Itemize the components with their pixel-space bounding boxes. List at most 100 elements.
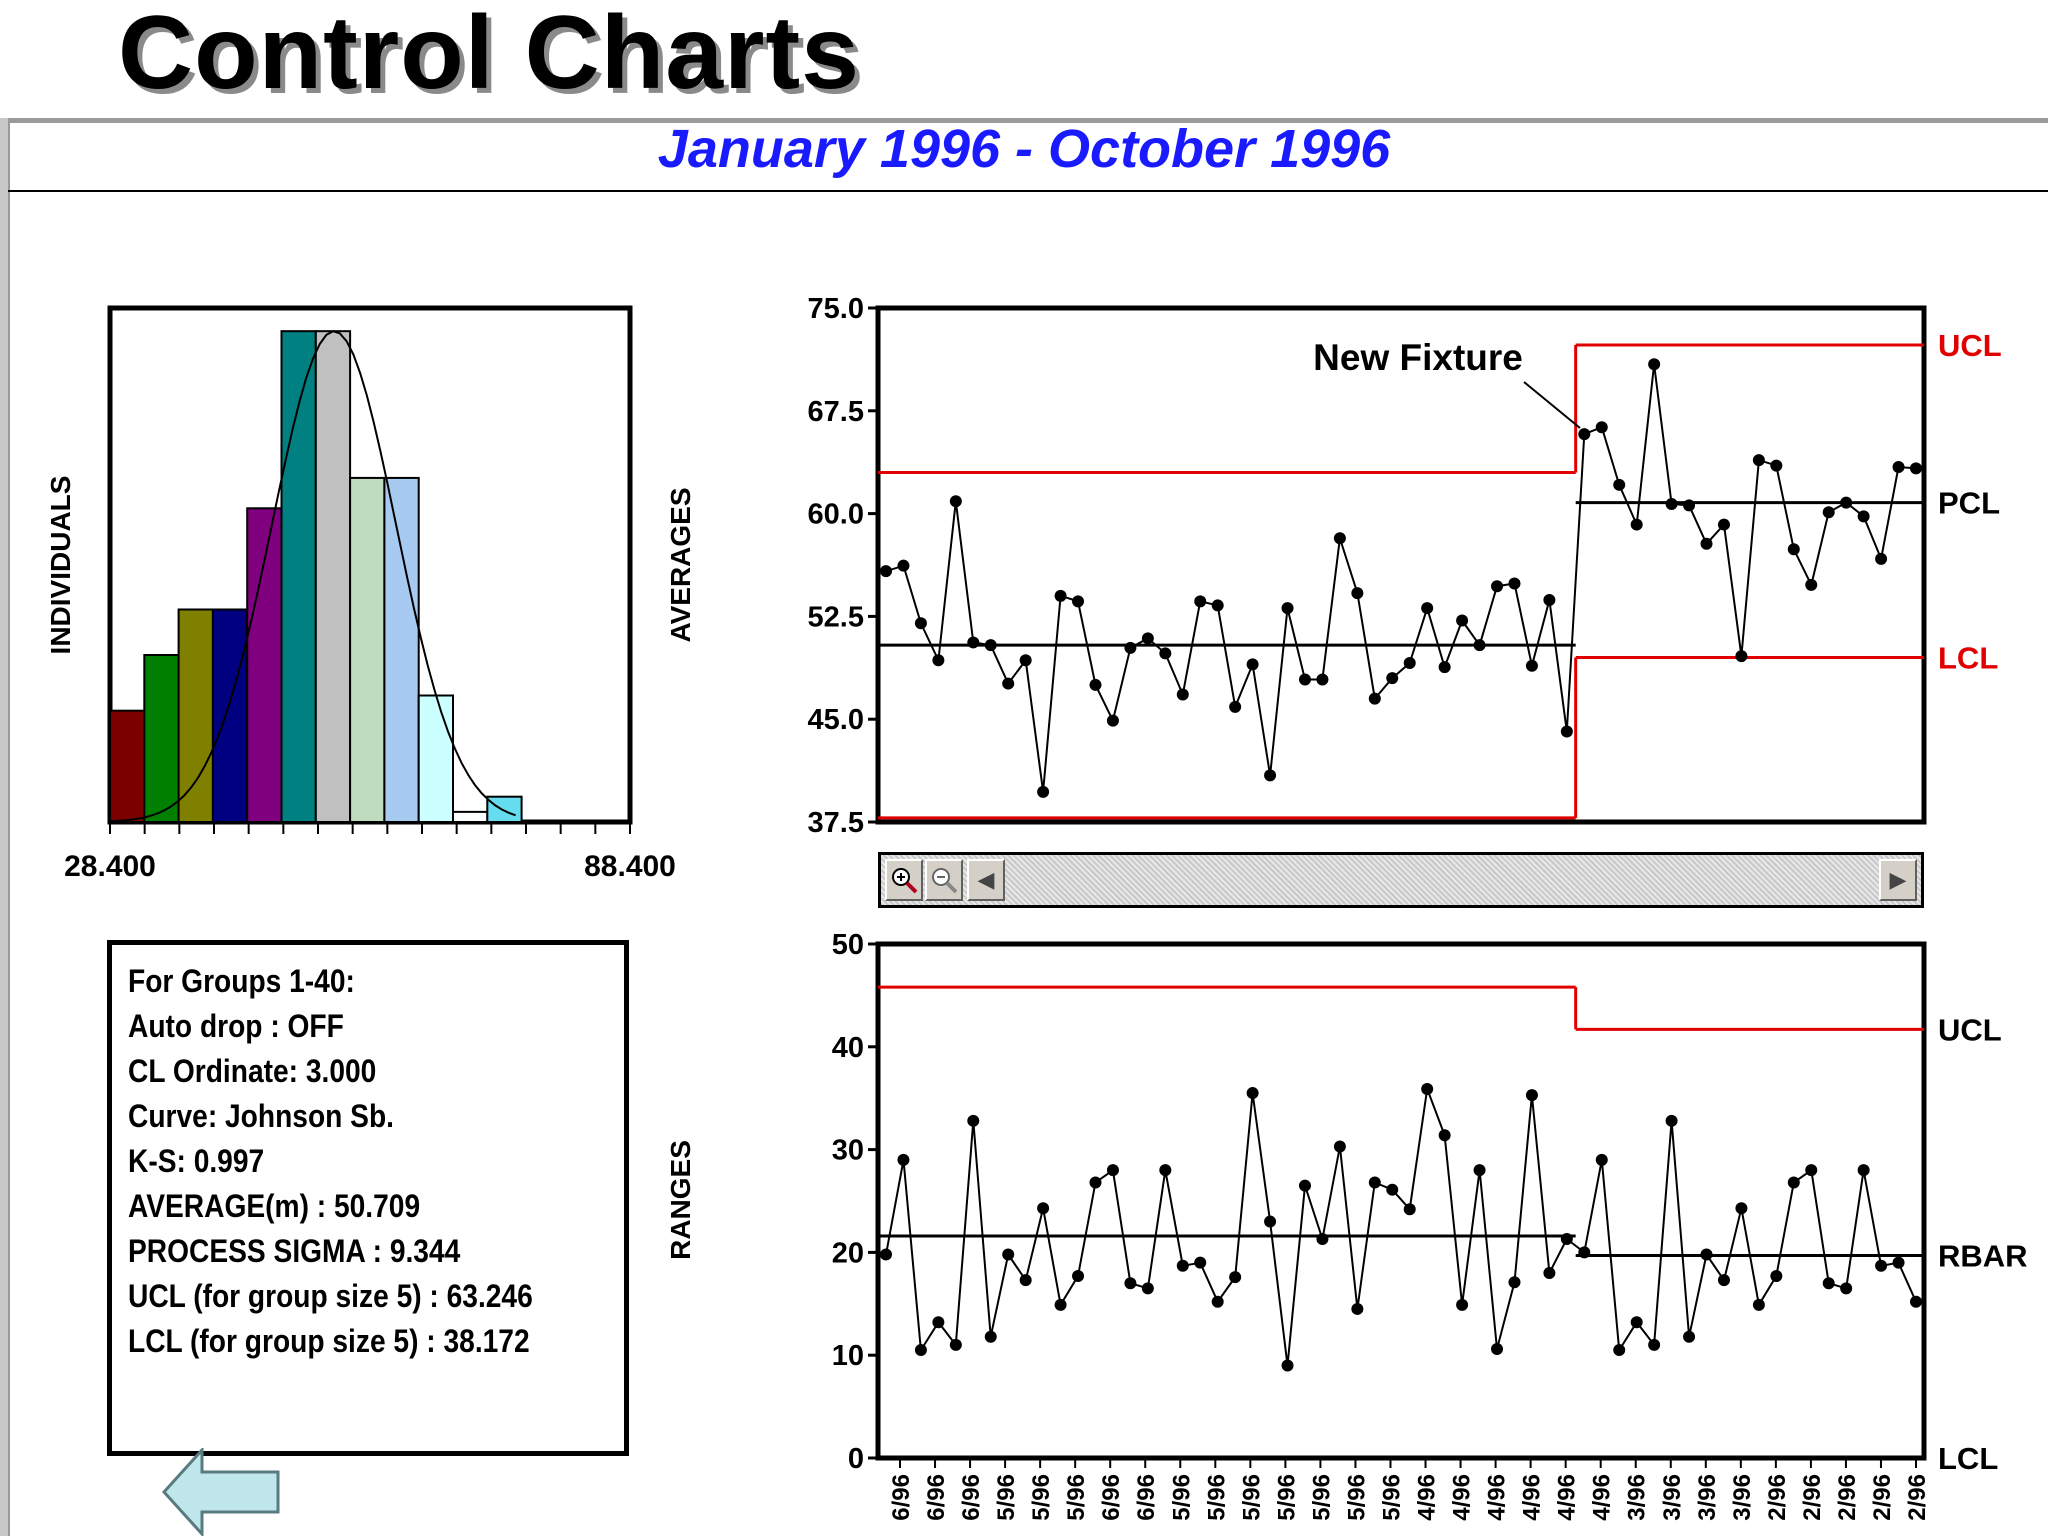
averages-data-point [1124, 641, 1137, 654]
ranges-data-point [1560, 1233, 1573, 1246]
ranges-x-tick-label: 3/96 [1729, 1474, 1756, 1521]
ranges-x-tick-label: 4/96 [1519, 1474, 1546, 1521]
averages-data-point [1630, 518, 1643, 531]
ranges-data-point [1578, 1246, 1591, 1259]
averages-y-tick-label: 37.5 [808, 807, 864, 839]
ranges-data-point [1386, 1183, 1399, 1196]
ranges-data-point [1368, 1176, 1381, 1189]
averages-data-point [1543, 593, 1556, 606]
histogram-bar [417, 694, 455, 823]
ranges-x-tick-label: 5/96 [993, 1474, 1020, 1521]
histogram-bar [486, 795, 523, 824]
ranges-data-point [967, 1114, 980, 1127]
averages-y-tick-label: 60.0 [808, 499, 864, 531]
averages-data-point [1211, 599, 1224, 612]
ranges-x-tick-label: 6/96 [1133, 1474, 1160, 1521]
histogram-bar [383, 476, 420, 823]
ranges-data-point [1543, 1266, 1556, 1279]
stats-line: Curve: Johnson Sb. [128, 1098, 394, 1134]
ranges-y-tick-label: 20 [832, 1237, 864, 1269]
ranges-data-point [984, 1330, 997, 1343]
averages-data-point [1508, 577, 1521, 590]
averages-data-point [967, 636, 980, 649]
ranges-data-point [1456, 1298, 1469, 1311]
averages-data-point [897, 559, 910, 572]
averages-data-point [1351, 587, 1364, 600]
ranges-data-point [1857, 1164, 1870, 1177]
ranges-x-tick-label: 6/96 [923, 1474, 950, 1521]
ranges-data-point [1089, 1176, 1102, 1189]
ranges-x-tick-label: 5/96 [1343, 1474, 1370, 1521]
left-border [0, 118, 10, 1536]
scroll-right-button[interactable]: ▶ [1879, 859, 1917, 901]
ranges-data-point [1194, 1256, 1207, 1269]
histogram-bar [280, 330, 317, 823]
averages-data-point [1665, 498, 1678, 511]
ranges-x-tick-label: 5/96 [1028, 1474, 1055, 1521]
ranges-data-point [1752, 1298, 1765, 1311]
averages-data-point [1700, 537, 1713, 550]
histogram-bar [211, 608, 249, 823]
averages-data-point [1176, 688, 1189, 701]
averages-data-point [1194, 595, 1207, 608]
ranges-data-point [1613, 1344, 1626, 1357]
ranges-x-tick-label: 4/96 [1414, 1474, 1441, 1521]
averages-data-point [1456, 614, 1469, 627]
averages-y-tick-label: 75.0 [808, 293, 864, 325]
ranges-data-point [1473, 1164, 1486, 1177]
averages-data-point [1141, 632, 1154, 645]
ranges-data-point [1630, 1316, 1643, 1329]
ranges-data-point [1822, 1277, 1835, 1290]
ranges-x-tick-label: 5/96 [1063, 1474, 1090, 1521]
histogram-bar [143, 654, 180, 824]
ranges-data-point [1910, 1295, 1922, 1308]
ranges-ucl-label: UCL [1938, 1012, 2002, 1047]
averages-data-point [1298, 673, 1311, 686]
ranges-data-point [1351, 1302, 1364, 1315]
ranges-data-point [1037, 1202, 1050, 1215]
averages-data-point [1473, 639, 1486, 652]
averages-data-point [1770, 459, 1783, 472]
ranges-data-point [1787, 1176, 1800, 1189]
stats-line: Auto drop : OFF [128, 1008, 344, 1044]
ranges-x-tick-label: 5/96 [1378, 1474, 1405, 1521]
zoom-out-icon[interactable] [925, 859, 963, 901]
averages-data-point [1019, 654, 1032, 667]
averages-data-point [1683, 499, 1696, 512]
scroll-left-button[interactable]: ◀ [967, 859, 1005, 901]
chart-scrollbar[interactable]: ◀ ▶ [878, 852, 1924, 908]
stats-line: LCL (for group size 5) : 38.172 [128, 1323, 530, 1359]
ranges-data-point [1176, 1259, 1189, 1272]
ranges-data-point [1665, 1114, 1678, 1127]
averages-data-point [984, 639, 997, 652]
stats-line: UCL (for group size 5) : 63.246 [128, 1278, 533, 1314]
ranges-data-point [1595, 1153, 1608, 1166]
averages-data-point [932, 654, 945, 667]
averages-data-point [1491, 580, 1504, 593]
ranges-data-point [1002, 1248, 1015, 1261]
ranges-y-tick-label: 40 [832, 1032, 864, 1064]
averages-y-tick-label: 52.5 [808, 601, 864, 633]
averages-data-point [1421, 602, 1434, 615]
stats-line: AVERAGE(m) : 50.709 [128, 1188, 421, 1224]
ranges-x-tick-label: 4/96 [1554, 1474, 1581, 1521]
ranges-x-tick-label: 6/96 [1098, 1474, 1125, 1521]
histogram-bar [452, 810, 489, 824]
averages-data-point [1089, 678, 1102, 691]
ranges-x-tick-label: 2/96 [1904, 1474, 1931, 1521]
averages-y-tick-label: 67.5 [808, 396, 864, 428]
ranges-data-point [1683, 1330, 1696, 1343]
histogram-bar [246, 507, 283, 823]
averages-data-point [1054, 589, 1067, 602]
averages-series-line [885, 364, 1917, 792]
averages-data-point [1875, 552, 1888, 565]
ranges-x-tick-label: 3/96 [1624, 1474, 1651, 1521]
ranges-x-tick-label: 2/96 [1764, 1474, 1791, 1521]
ranges-data-point [1717, 1274, 1730, 1287]
averages-data-point [949, 495, 962, 508]
zoom-in-icon[interactable] [885, 859, 923, 901]
back-arrow-icon[interactable] [162, 1448, 286, 1536]
ranges-data-point [1840, 1282, 1853, 1295]
averages-data-point [1386, 672, 1399, 685]
ranges-data-point [1246, 1087, 1259, 1100]
